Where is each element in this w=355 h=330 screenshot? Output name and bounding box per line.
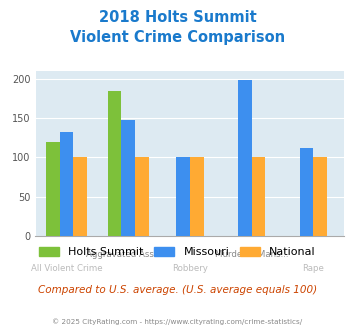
Bar xyxy=(238,80,252,236)
Bar xyxy=(108,91,121,236)
Text: Murder & Mans...: Murder & Mans... xyxy=(215,250,289,259)
Text: Robbery: Robbery xyxy=(172,264,208,273)
Text: All Violent Crime: All Violent Crime xyxy=(31,264,102,273)
Text: © 2025 CityRating.com - https://www.cityrating.com/crime-statistics/: © 2025 CityRating.com - https://www.city… xyxy=(53,318,302,325)
Bar xyxy=(135,157,148,236)
Text: Compared to U.S. average. (U.S. average equals 100): Compared to U.S. average. (U.S. average … xyxy=(38,285,317,295)
Legend: Holts Summit, Missouri, National: Holts Summit, Missouri, National xyxy=(35,242,320,262)
Text: Violent Crime Comparison: Violent Crime Comparison xyxy=(70,30,285,45)
Bar xyxy=(252,157,265,236)
Bar xyxy=(46,142,60,236)
Bar xyxy=(190,157,203,236)
Text: 2018 Holts Summit: 2018 Holts Summit xyxy=(99,10,256,25)
Bar xyxy=(313,157,327,236)
Bar xyxy=(60,132,73,236)
Bar xyxy=(300,148,313,236)
Text: Rape: Rape xyxy=(302,264,324,273)
Bar xyxy=(121,120,135,236)
Text: Aggravated Assault: Aggravated Assault xyxy=(86,250,170,259)
Bar xyxy=(73,157,87,236)
Bar xyxy=(176,157,190,236)
